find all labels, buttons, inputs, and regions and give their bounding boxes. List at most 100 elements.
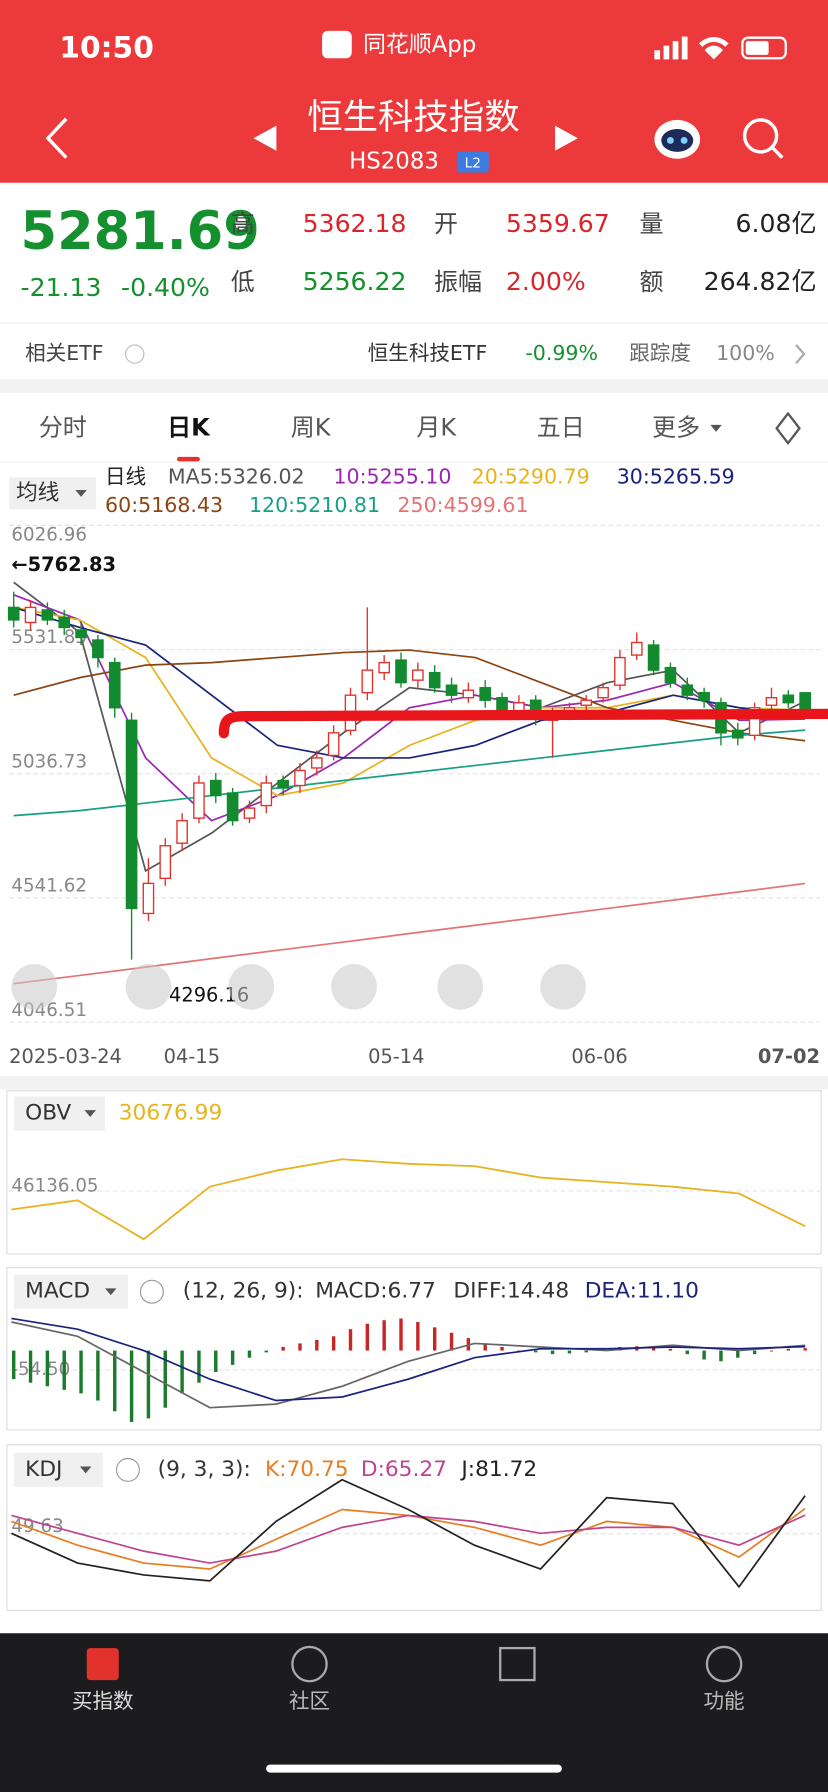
macd-bar [483, 1343, 487, 1351]
candle-body [647, 644, 660, 671]
line-series [13, 729, 806, 817]
stat-value: 2.00% [506, 267, 586, 296]
y-tick-label: 4541.62 [11, 876, 87, 897]
macd-bar [685, 1350, 689, 1355]
macd-bar [214, 1350, 218, 1372]
chart-control[interactable] [331, 963, 377, 1010]
y-tick-label: 49.63 [11, 1516, 63, 1537]
legend-item: MA5:5326.02 [168, 464, 305, 488]
legend-item: 250:4599.61 [397, 493, 528, 517]
candle-body [108, 661, 121, 709]
stat-value: 5359.67 [506, 209, 610, 238]
stat-value: 5256.22 [303, 267, 407, 296]
chart-control[interactable] [228, 963, 275, 1010]
indicator-value: DIFF:14.48 [453, 1279, 569, 1304]
candle-body [125, 719, 138, 910]
chart-control[interactable] [437, 963, 484, 1010]
candle-body [7, 606, 20, 621]
indicator-value: 30676.99 [119, 1101, 222, 1126]
macd-bar [113, 1350, 117, 1412]
next-button[interactable] [555, 125, 578, 151]
macd-bar [769, 1350, 774, 1352]
tracking: 100% [716, 341, 775, 365]
line-series [11, 1478, 806, 1589]
macd-bar [62, 1350, 66, 1390]
candle-body [142, 882, 155, 915]
tab: 月K [416, 413, 457, 441]
stat-label: 量 [640, 210, 664, 238]
macd-bar [264, 1350, 269, 1353]
macd-bar [96, 1350, 100, 1401]
candle-body [765, 697, 778, 706]
annotation: ←5762.83 [11, 553, 116, 576]
macd-bar [500, 1346, 504, 1351]
line-series [11, 1158, 806, 1241]
macd-bar [382, 1320, 386, 1351]
tab: 日K [167, 413, 211, 441]
help-icon[interactable] [115, 1457, 140, 1482]
candle-body [209, 779, 222, 797]
etf-arrow[interactable] [795, 344, 806, 364]
legend-item: 30:5265.59 [617, 464, 735, 488]
etf-change: -0.99% [525, 341, 598, 365]
candle-body [597, 686, 609, 699]
chart-control[interactable] [11, 963, 58, 1010]
nav-icon[interactable] [705, 1645, 743, 1683]
candle-body [412, 669, 424, 681]
robot-icon[interactable] [654, 119, 701, 159]
macd-panel [6, 1267, 822, 1431]
search-icon[interactable] [742, 118, 784, 159]
macd-bar [550, 1350, 555, 1355]
chart-control[interactable] [125, 963, 172, 1010]
help-icon[interactable] [125, 344, 145, 364]
y-tick-label: 6026.96 [11, 525, 87, 546]
candle-body [428, 671, 441, 689]
back-button[interactable] [45, 117, 68, 159]
stat-value: 6.08亿 [736, 209, 817, 238]
candle-body [41, 609, 54, 621]
tracking-label: 跟踪度 [629, 341, 691, 365]
etf-label: 相关ETF [25, 341, 103, 365]
macd-bar [534, 1350, 538, 1353]
candle-body [294, 769, 306, 787]
macd-bar [803, 1348, 807, 1351]
legend-item: 20:5290.79 [472, 464, 590, 488]
nav-icon[interactable] [86, 1648, 119, 1681]
price: 5281.69 [21, 201, 260, 262]
macd-bar [129, 1350, 134, 1422]
macd-bar [315, 1339, 319, 1351]
help-icon[interactable] [139, 1279, 164, 1304]
nav-icon[interactable] [499, 1646, 536, 1682]
obv-panel [6, 1090, 822, 1255]
x-tick-label: 07-02 [758, 1045, 820, 1068]
macd-bar [230, 1350, 235, 1365]
legend-title: 日线 [105, 464, 146, 488]
dropdown-caret [75, 489, 87, 497]
line-series [11, 1514, 806, 1564]
candle-body [226, 792, 239, 822]
macd-bar [719, 1350, 723, 1362]
app-icon [322, 30, 352, 59]
nav-label: 功能 [704, 1689, 745, 1713]
macd-bar [331, 1336, 336, 1351]
macd-bar [365, 1323, 370, 1351]
params: (12, 26, 9): [183, 1279, 304, 1304]
candle-body [159, 845, 172, 880]
prev-button[interactable] [253, 125, 277, 151]
candle-body [277, 779, 289, 789]
macd-bar [416, 1322, 420, 1351]
candle-body [748, 707, 761, 737]
candle-body [731, 729, 744, 739]
change: -21.13 [21, 273, 102, 302]
macd-bar [11, 1350, 16, 1380]
nav-icon[interactable] [291, 1645, 328, 1683]
chart-control[interactable] [540, 963, 586, 1010]
settings-icon[interactable] [775, 411, 801, 446]
stat-label: 开 [434, 210, 458, 238]
candle-body [24, 606, 37, 624]
level: L2 [465, 155, 481, 171]
indicator-value: MACD:6.77 [315, 1279, 436, 1304]
candle-body [698, 692, 710, 701]
indicator-value: DEA:11.10 [585, 1279, 699, 1304]
